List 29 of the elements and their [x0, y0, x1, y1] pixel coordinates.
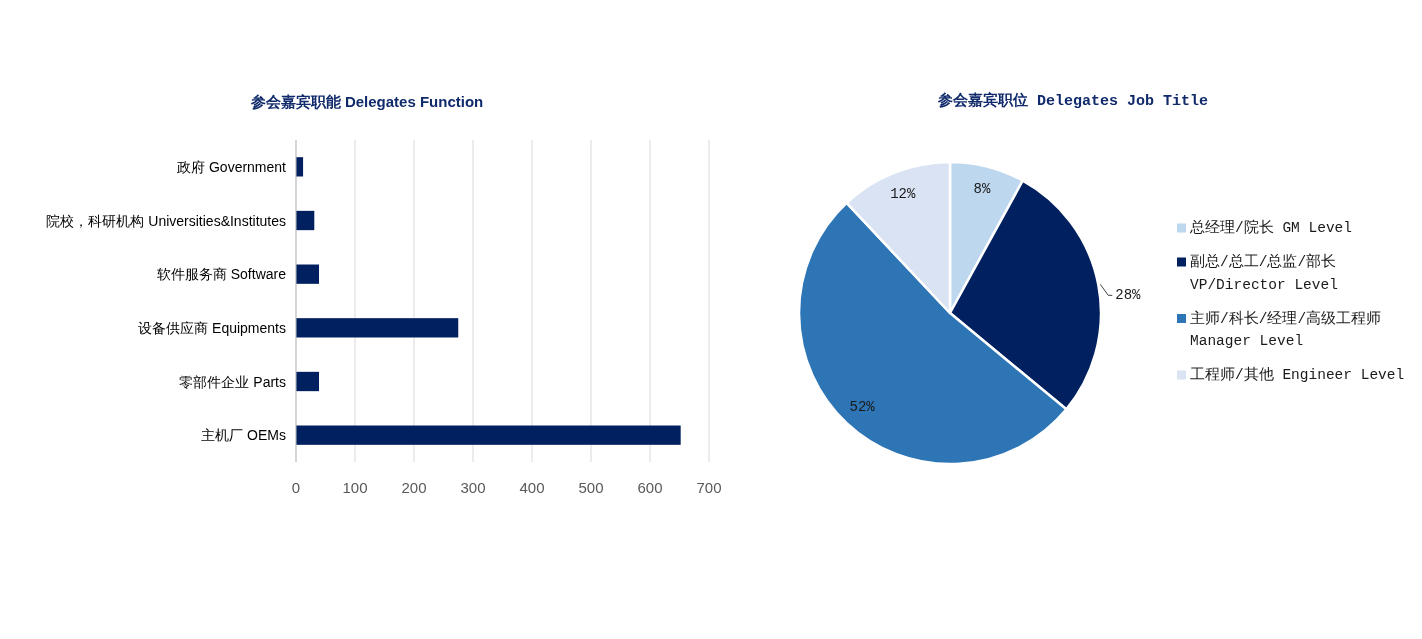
chart-title: 参会嘉宾职位 Delegates Job Title	[936, 90, 1209, 110]
y-tick-label: 软件服务商 Software	[156, 266, 287, 283]
x-tick-label: 200	[401, 478, 427, 496]
data-label: 12%	[890, 185, 916, 202]
chart-title: 参会嘉宾职能 Delegates Function	[249, 92, 484, 110]
x-tick-label: 400	[519, 478, 545, 496]
bar	[296, 210, 315, 231]
bar	[296, 318, 459, 338]
y-tick-label: 主机厂 OEMs	[201, 427, 286, 444]
x-tick-label: 700	[696, 478, 722, 496]
y-tick-label: 设备供应商 Equipments	[138, 319, 286, 336]
y-tick-label: 零部件企业 Parts	[179, 373, 286, 390]
bar	[296, 264, 320, 284]
legend-label: 副总/总工/总监/部长 VP/Director Level	[1190, 253, 1338, 293]
x-tick-label: 0	[291, 478, 301, 496]
data-label: 8%	[973, 180, 991, 197]
y-tick-label: 院校，科研机构 Universities&Institutes	[46, 212, 286, 229]
x-tick-label: 600	[637, 478, 663, 496]
legend-label: 工程师/其他 Engineer Level	[1190, 366, 1405, 383]
bar	[296, 425, 681, 445]
y-tick-label: 政府 Government	[177, 158, 287, 175]
legend-label: 主师/科长/经理/高级工程师 Manager Level	[1190, 309, 1382, 349]
data-label: 28%	[1115, 287, 1142, 304]
data-label: 52%	[849, 398, 876, 415]
x-tick-label: 100	[342, 478, 368, 496]
x-tick-label: 500	[578, 478, 604, 496]
legend-label: 总经理/院长 GM Level	[1189, 219, 1353, 236]
bar	[296, 371, 320, 392]
x-tick-label: 300	[460, 478, 486, 496]
